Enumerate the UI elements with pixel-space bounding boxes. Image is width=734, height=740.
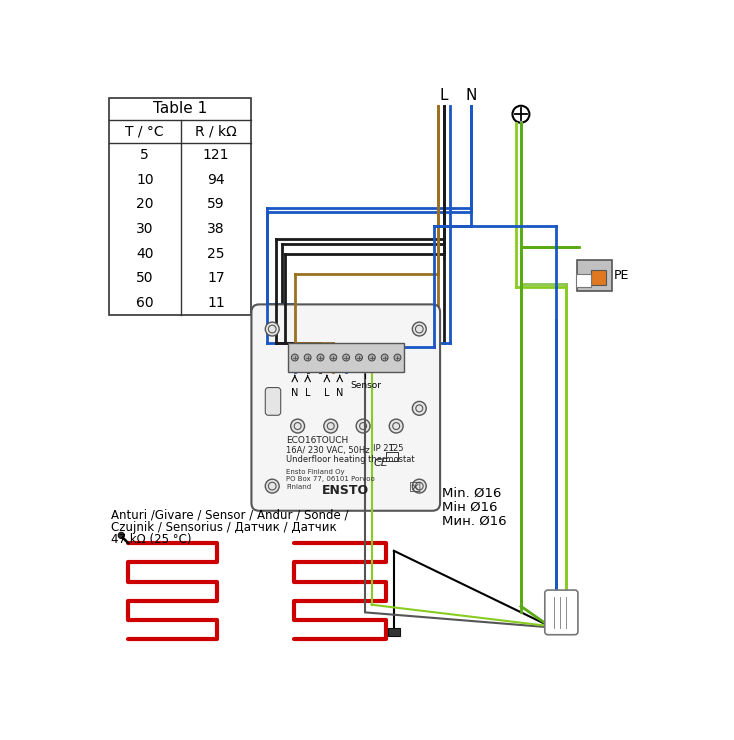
Bar: [288, 343, 404, 372]
Text: CE: CE: [373, 458, 388, 468]
Text: 16A/ 230 VAC, 50Hz: 16A/ 230 VAC, 50Hz: [286, 446, 370, 455]
Text: 50: 50: [136, 272, 153, 285]
Text: 60: 60: [136, 296, 153, 310]
Circle shape: [330, 354, 337, 361]
Text: Sensor: Sensor: [350, 381, 381, 391]
Text: 20: 20: [136, 198, 153, 212]
FancyBboxPatch shape: [545, 590, 578, 635]
Bar: [388, 628, 400, 636]
Text: ECO16TOUCH: ECO16TOUCH: [286, 436, 349, 445]
Circle shape: [389, 419, 403, 433]
Text: IP 21: IP 21: [373, 444, 394, 453]
Text: Min. Ø16: Min. Ø16: [443, 487, 502, 500]
Circle shape: [413, 401, 426, 415]
Bar: [386, 452, 398, 462]
Circle shape: [317, 354, 324, 361]
Circle shape: [413, 322, 426, 336]
Text: 25: 25: [207, 246, 225, 260]
Text: 10: 10: [136, 172, 153, 186]
Text: 17: 17: [207, 272, 225, 285]
Text: T / °C: T / °C: [126, 124, 164, 138]
Circle shape: [304, 354, 311, 361]
Text: 59: 59: [207, 198, 225, 212]
Circle shape: [356, 419, 370, 433]
Circle shape: [291, 419, 305, 433]
Text: Мин. Ø16: Мин. Ø16: [443, 514, 507, 528]
FancyBboxPatch shape: [265, 388, 280, 415]
Text: N: N: [291, 388, 299, 397]
Text: 40: 40: [136, 246, 153, 260]
Bar: [575, 275, 591, 286]
Text: 38: 38: [207, 222, 225, 236]
Text: 30: 30: [136, 222, 153, 236]
Text: 47 kΩ (25 °C): 47 kΩ (25 °C): [111, 533, 191, 546]
Text: 94: 94: [207, 172, 225, 186]
Text: Finland: Finland: [286, 484, 311, 490]
Text: Miн Ø16: Miн Ø16: [443, 501, 498, 514]
Text: PO Box 77, 06101 Porvoo: PO Box 77, 06101 Porvoo: [286, 477, 375, 482]
Circle shape: [118, 532, 124, 539]
Text: L: L: [440, 87, 448, 103]
Circle shape: [413, 480, 426, 493]
Text: R / kΩ: R / kΩ: [195, 124, 237, 138]
Text: Ensto Finland Oy: Ensto Finland Oy: [286, 469, 345, 475]
Circle shape: [368, 354, 375, 361]
Text: PE: PE: [614, 269, 630, 282]
Text: L: L: [324, 388, 330, 397]
Text: N: N: [336, 388, 344, 397]
Circle shape: [394, 354, 401, 361]
Text: Czujnik / Sensorius / Датчик / Датчик: Czujnik / Sensorius / Датчик / Датчик: [111, 521, 336, 534]
Bar: [109, 98, 252, 315]
Text: L: L: [305, 388, 310, 397]
Text: Table 1: Table 1: [153, 101, 207, 116]
Text: 5: 5: [140, 148, 149, 162]
Circle shape: [324, 419, 338, 433]
Bar: [591, 270, 606, 285]
Circle shape: [381, 354, 388, 361]
Text: T25: T25: [388, 444, 404, 453]
Text: Anturi /Givare / Sensor / Andur / Sonde /: Anturi /Givare / Sensor / Andur / Sonde …: [111, 508, 348, 522]
Bar: [577, 260, 612, 291]
Text: Underfloor heating thermostat: Underfloor heating thermostat: [286, 455, 415, 464]
Circle shape: [355, 354, 363, 361]
FancyBboxPatch shape: [252, 304, 440, 511]
Text: 11: 11: [207, 296, 225, 310]
Circle shape: [291, 354, 298, 361]
Text: ☒: ☒: [409, 481, 422, 495]
Circle shape: [265, 322, 279, 336]
Text: N: N: [465, 87, 476, 103]
Text: ENSTO: ENSTO: [322, 484, 369, 497]
Circle shape: [343, 354, 349, 361]
Text: 121: 121: [203, 148, 229, 162]
Circle shape: [265, 480, 279, 493]
